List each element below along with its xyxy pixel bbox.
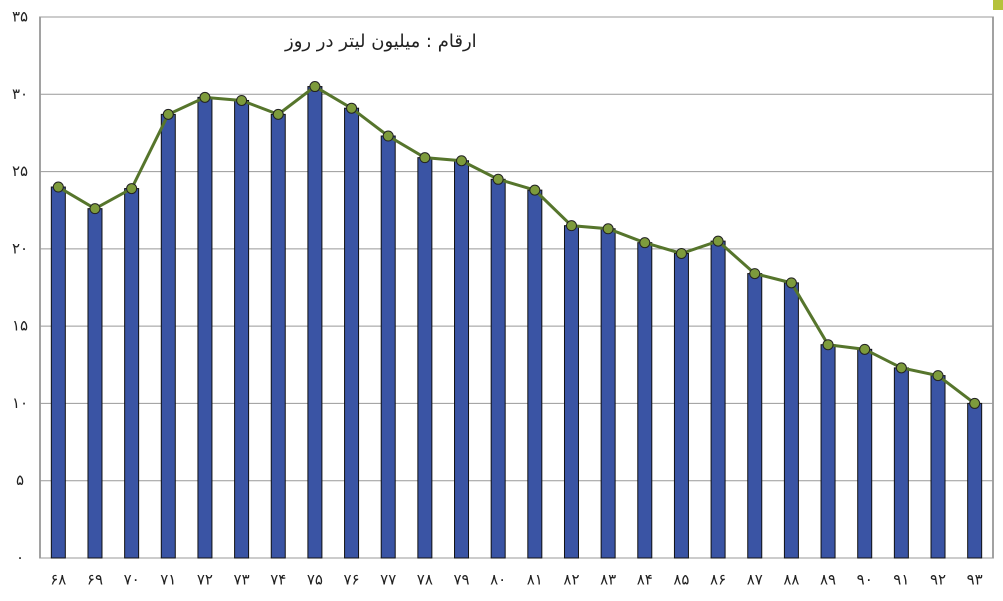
bar bbox=[857, 348, 873, 559]
x-tick-label: ۸۷ bbox=[747, 571, 763, 589]
y-tick-label: ۳۰ bbox=[12, 85, 28, 103]
marker bbox=[639, 237, 651, 249]
x-tick-label: ۸۲ bbox=[563, 571, 579, 589]
marker bbox=[565, 220, 577, 232]
bar bbox=[527, 189, 543, 559]
marker bbox=[419, 152, 431, 164]
marker bbox=[199, 91, 211, 103]
bar bbox=[673, 252, 689, 559]
annotation: ارقام : میلیون لیتر در روز bbox=[284, 31, 477, 52]
y-tick-label: ۱۰ bbox=[12, 394, 28, 412]
bar bbox=[930, 375, 946, 559]
y-tick-label: ۵ bbox=[16, 471, 24, 489]
bar bbox=[124, 188, 140, 559]
x-tick-label: ۷۹ bbox=[453, 571, 469, 589]
x-tick-label: ۷۸ bbox=[417, 571, 433, 589]
marker bbox=[822, 339, 834, 351]
marker bbox=[309, 81, 321, 93]
bar bbox=[234, 99, 250, 559]
bar bbox=[747, 273, 763, 559]
bar bbox=[307, 86, 323, 559]
bar bbox=[490, 178, 506, 559]
bar bbox=[87, 208, 103, 559]
x-tick-label: ۸۳ bbox=[600, 571, 616, 589]
corner-mark bbox=[993, 0, 1003, 10]
bar bbox=[600, 228, 616, 559]
marker bbox=[895, 362, 907, 374]
x-tick-label: ۶۸ bbox=[50, 571, 66, 589]
x-tick-label: ۷۲ bbox=[197, 571, 213, 589]
marker bbox=[675, 247, 687, 259]
marker bbox=[456, 155, 468, 167]
marker bbox=[272, 108, 284, 120]
x-tick-label: ۷۶ bbox=[343, 571, 359, 589]
bar bbox=[893, 367, 909, 559]
marker bbox=[162, 108, 174, 120]
x-tick-label: ۷۷ bbox=[380, 571, 396, 589]
marker bbox=[785, 277, 797, 289]
x-tick-label: ۷۴ bbox=[270, 571, 286, 589]
bar bbox=[710, 240, 726, 559]
x-tick-label: ۷۰ bbox=[124, 571, 140, 589]
x-tick-label: ۶۹ bbox=[87, 571, 103, 589]
marker bbox=[712, 235, 724, 247]
marker bbox=[346, 102, 358, 114]
bar bbox=[160, 113, 176, 559]
x-tick-label: ۷۱ bbox=[160, 571, 176, 589]
x-tick-label: ۹۱ bbox=[893, 571, 909, 589]
x-tick-label: ۸۴ bbox=[637, 571, 653, 589]
x-tick-label: ۸۱ bbox=[527, 571, 543, 589]
bar bbox=[50, 186, 66, 559]
marker bbox=[969, 397, 981, 409]
y-tick-label: ۲۵ bbox=[12, 162, 28, 180]
bar bbox=[417, 157, 433, 559]
x-tick-label: ۸۸ bbox=[783, 571, 799, 589]
bar bbox=[197, 96, 213, 559]
x-tick-label: ۷۵ bbox=[307, 571, 323, 589]
x-tick-label: ۹۰ bbox=[857, 571, 873, 589]
y-tick-label: ۲۰ bbox=[12, 239, 28, 257]
trend-line bbox=[57, 84, 976, 405]
x-tick-label: ۷۳ bbox=[234, 571, 250, 589]
marker bbox=[529, 184, 541, 196]
y-tick-label: ۰ bbox=[16, 549, 24, 567]
marker bbox=[859, 343, 871, 355]
x-tick-label: ۸۹ bbox=[820, 571, 836, 589]
bar bbox=[783, 282, 799, 559]
x-tick-label: ۹۳ bbox=[967, 571, 983, 589]
x-tick-label: ۸۶ bbox=[710, 571, 726, 589]
marker bbox=[236, 94, 248, 106]
marker bbox=[52, 181, 64, 193]
bar bbox=[637, 242, 653, 559]
bar bbox=[270, 113, 286, 559]
marker bbox=[749, 268, 761, 280]
bar bbox=[344, 107, 360, 559]
marker bbox=[492, 173, 504, 185]
marker bbox=[932, 370, 944, 382]
bar bbox=[380, 135, 396, 559]
marker bbox=[382, 130, 394, 142]
y-tick-label: ۱۵ bbox=[12, 317, 28, 335]
marker bbox=[602, 223, 614, 235]
bar bbox=[454, 160, 470, 559]
marker bbox=[89, 203, 101, 215]
plot-frame bbox=[39, 16, 994, 559]
x-tick-label: ۹۲ bbox=[930, 571, 946, 589]
x-tick-label: ۸۵ bbox=[673, 571, 689, 589]
marker bbox=[126, 183, 138, 195]
bar bbox=[563, 225, 579, 559]
bar bbox=[967, 402, 983, 559]
x-tick-label: ۸۰ bbox=[490, 571, 506, 589]
bar bbox=[820, 344, 836, 559]
y-tick-label: ۳۵ bbox=[12, 8, 28, 26]
